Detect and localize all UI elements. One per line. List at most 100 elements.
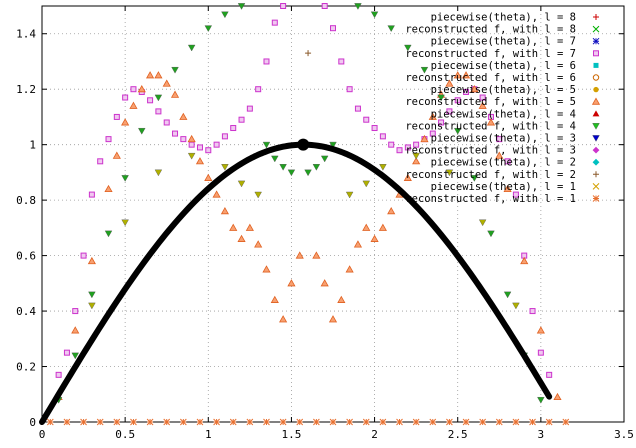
data-point bbox=[536, 326, 545, 334]
series-4 bbox=[46, 418, 570, 426]
data-point bbox=[429, 418, 437, 426]
data-point bbox=[486, 118, 496, 126]
legend-label: piecewise(theta), l = 6 bbox=[431, 60, 576, 72]
data-point bbox=[196, 418, 204, 426]
legend-marker bbox=[592, 37, 600, 45]
x-tick-label: 0.5 bbox=[115, 428, 135, 441]
data-point bbox=[195, 157, 205, 165]
legend-label: reconstructed f, with l = 2 bbox=[405, 169, 576, 181]
legend-marker bbox=[592, 195, 600, 202]
data-point bbox=[545, 418, 553, 426]
data-point bbox=[320, 155, 329, 163]
data-point bbox=[313, 418, 320, 426]
data-point bbox=[437, 94, 445, 102]
data-point bbox=[370, 234, 379, 242]
data-point bbox=[204, 25, 213, 32]
data-point bbox=[378, 223, 387, 231]
data-point bbox=[479, 418, 487, 426]
legend-marker bbox=[593, 171, 599, 178]
data-point bbox=[463, 88, 470, 95]
data-point bbox=[445, 169, 454, 177]
data-point bbox=[187, 152, 196, 160]
data-point bbox=[478, 101, 487, 109]
data-point bbox=[362, 180, 371, 188]
data-point bbox=[504, 158, 511, 165]
data-point bbox=[453, 127, 462, 135]
data-point bbox=[221, 164, 229, 171]
legend-marker bbox=[592, 183, 600, 190]
data-point bbox=[71, 326, 80, 334]
data-point bbox=[146, 418, 154, 426]
x-tick-label: 0 bbox=[39, 428, 46, 441]
data-point bbox=[171, 66, 179, 74]
data-point bbox=[105, 136, 112, 143]
data-point bbox=[404, 44, 412, 52]
data-point bbox=[63, 418, 71, 426]
data-point bbox=[512, 191, 519, 198]
legend-label: reconstructed f, with l = 7 bbox=[405, 48, 576, 60]
data-point bbox=[262, 141, 271, 149]
data-point bbox=[279, 164, 287, 171]
data-point bbox=[279, 418, 287, 426]
legend-marker bbox=[592, 25, 600, 33]
data-point bbox=[63, 349, 70, 356]
data-point bbox=[379, 418, 387, 426]
legend-marker bbox=[592, 158, 600, 166]
x-tick-label: 3.5 bbox=[614, 428, 634, 441]
data-point bbox=[246, 418, 254, 426]
data-point bbox=[495, 151, 504, 159]
legend-label: piecewise(theta), l = 7 bbox=[431, 36, 576, 48]
data-point bbox=[213, 141, 220, 148]
legend-label: reconstructed f, with l = 5 bbox=[405, 96, 576, 108]
data-point bbox=[229, 223, 238, 231]
data-point bbox=[71, 352, 80, 360]
data-point bbox=[346, 418, 353, 426]
axis-ticks: 0 0.5 1 1.5 2 2.5 3 3.5 0 0.2 0.4 0.6 0.8 1 1.2 1.4 bbox=[16, 6, 634, 441]
data-point bbox=[446, 418, 453, 426]
data-point bbox=[205, 147, 212, 154]
x-tick-label: 2.5 bbox=[448, 428, 468, 441]
y-tick-label: 1 bbox=[29, 139, 36, 152]
y-tick-label: 1.4 bbox=[16, 28, 36, 41]
data-point bbox=[237, 3, 246, 10]
legend-marker bbox=[592, 110, 600, 117]
data-point bbox=[130, 86, 137, 93]
data-point bbox=[562, 418, 570, 426]
legend-marker bbox=[593, 62, 599, 68]
data-point bbox=[330, 25, 336, 32]
data-point bbox=[155, 108, 162, 115]
data-point bbox=[179, 112, 188, 120]
data-point bbox=[296, 418, 304, 426]
data-point bbox=[353, 240, 363, 248]
data-point bbox=[438, 119, 445, 126]
data-point bbox=[328, 315, 338, 323]
y-tick-label: 0.2 bbox=[16, 361, 36, 374]
data-point bbox=[196, 144, 203, 151]
data-point bbox=[354, 3, 362, 10]
data-point bbox=[97, 158, 104, 165]
data-point bbox=[271, 155, 279, 163]
legend-label: piecewise(theta), l = 4 bbox=[431, 108, 576, 120]
data-point bbox=[113, 113, 120, 120]
data-point bbox=[122, 94, 129, 101]
data-point bbox=[412, 157, 421, 165]
data-point bbox=[312, 164, 321, 171]
data-point bbox=[80, 252, 87, 259]
data-point bbox=[329, 141, 337, 149]
data-point bbox=[221, 11, 229, 19]
data-point bbox=[154, 71, 163, 79]
data-points bbox=[46, 3, 570, 426]
x-tick-label: 2 bbox=[371, 428, 378, 441]
data-point bbox=[496, 136, 503, 143]
data-point bbox=[137, 84, 146, 93]
data-point bbox=[404, 144, 411, 151]
data-point bbox=[163, 119, 170, 126]
data-point bbox=[263, 418, 270, 426]
legend-label: reconstructed f, with l = 1 bbox=[405, 193, 576, 205]
data-point bbox=[154, 169, 163, 177]
data-point bbox=[470, 84, 479, 93]
data-point bbox=[345, 191, 354, 199]
data-point bbox=[162, 79, 171, 87]
legend-marker bbox=[593, 50, 599, 57]
